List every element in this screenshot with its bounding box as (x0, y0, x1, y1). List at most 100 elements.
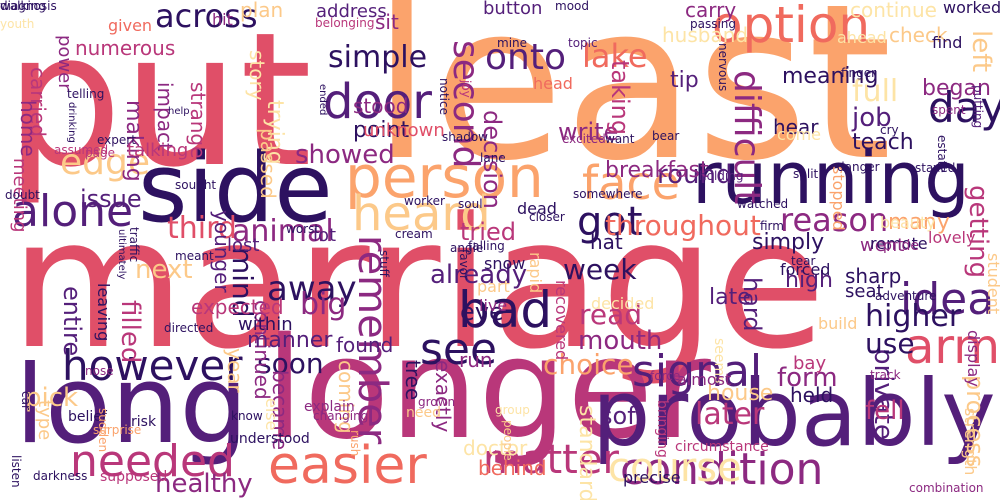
word: entire (58, 286, 86, 357)
word: form (777, 363, 838, 393)
word: expert (97, 133, 136, 147)
word: hit (212, 10, 233, 29)
word: easier (268, 436, 427, 496)
word: tried (460, 218, 516, 246)
word: later (695, 397, 765, 432)
word: split (793, 167, 819, 181)
word: found (336, 333, 394, 357)
word: expected (191, 295, 284, 319)
word: put (5, 0, 313, 208)
word: mouth (578, 326, 663, 356)
word: ahead (837, 28, 887, 47)
word: understood (230, 431, 310, 447)
word: taking (606, 60, 634, 136)
word: least (372, 0, 893, 208)
word: lost (227, 235, 260, 256)
word: person (345, 143, 544, 211)
word: teach (852, 130, 914, 155)
word: passed (256, 128, 280, 199)
word: big (300, 287, 347, 322)
word: option (712, 0, 871, 54)
word: run (459, 348, 493, 372)
word: mine (497, 36, 528, 50)
word: rush (348, 430, 362, 457)
word: stopped (829, 166, 848, 231)
word: sit (375, 10, 399, 34)
word: build (818, 314, 858, 333)
word: almost (677, 370, 732, 389)
word: belief (68, 409, 107, 425)
word: angle (450, 241, 484, 255)
word: bad (458, 281, 553, 339)
word: directed (164, 321, 214, 335)
word: lane (480, 151, 506, 165)
word: away (267, 269, 357, 309)
word: choice (543, 348, 634, 381)
word: putting (971, 85, 985, 129)
word: use (865, 327, 915, 360)
word: rapid (526, 252, 545, 294)
word: button (483, 0, 543, 19)
word: edge (60, 142, 150, 183)
word: hear (773, 115, 819, 139)
word: manner (247, 328, 333, 353)
word: animal (232, 214, 334, 249)
word: dead (517, 199, 557, 218)
word: live (479, 296, 508, 315)
word: day (928, 83, 1000, 132)
word: page (85, 146, 115, 160)
word: story (245, 50, 269, 101)
word: meant (175, 249, 214, 263)
word: seat (845, 281, 884, 302)
word: shadow (442, 130, 488, 144)
word: force (650, 369, 681, 383)
word: cream (395, 227, 433, 241)
word: find (932, 33, 963, 52)
word: spent (932, 103, 966, 117)
word: numerous (75, 36, 176, 60)
word: notice (437, 78, 451, 115)
word: arm (905, 319, 1000, 375)
word: face (582, 156, 680, 210)
word: signal (632, 346, 763, 397)
word: reason (780, 201, 889, 239)
word: running (692, 136, 970, 220)
word: year (223, 348, 247, 393)
word: holding (699, 169, 744, 183)
word: beauty (880, 213, 936, 232)
word: breakfast (605, 158, 709, 183)
word: ended (317, 84, 328, 116)
word: nervous (716, 43, 730, 92)
word: late (709, 285, 751, 310)
word: difficult (726, 70, 767, 205)
word: falling (468, 239, 505, 253)
word: tear (791, 254, 816, 268)
word: showed (295, 140, 395, 170)
word: probably (592, 360, 996, 467)
word: lovely (928, 228, 976, 247)
word: people (501, 420, 515, 461)
word: changing (313, 409, 369, 423)
word: point (353, 118, 410, 143)
word: given (108, 16, 153, 35)
word: bay (793, 353, 827, 374)
word: watched (737, 197, 789, 211)
word: power (54, 35, 75, 91)
word: passing (690, 17, 737, 31)
word: bringing (654, 400, 670, 458)
word: car (19, 391, 33, 410)
word: next (135, 255, 193, 285)
word: address (316, 1, 387, 22)
word: hat (590, 230, 623, 254)
word: come (777, 125, 822, 144)
word: third (167, 211, 237, 246)
word: grown (418, 395, 456, 409)
word: job (852, 103, 892, 133)
word: filled (115, 300, 145, 364)
word: worked (943, 0, 1000, 17)
word: private (868, 348, 898, 440)
word: surprise (93, 423, 142, 437)
word: lot (313, 225, 337, 246)
word: doubt (5, 188, 40, 202)
word: home (16, 100, 40, 157)
